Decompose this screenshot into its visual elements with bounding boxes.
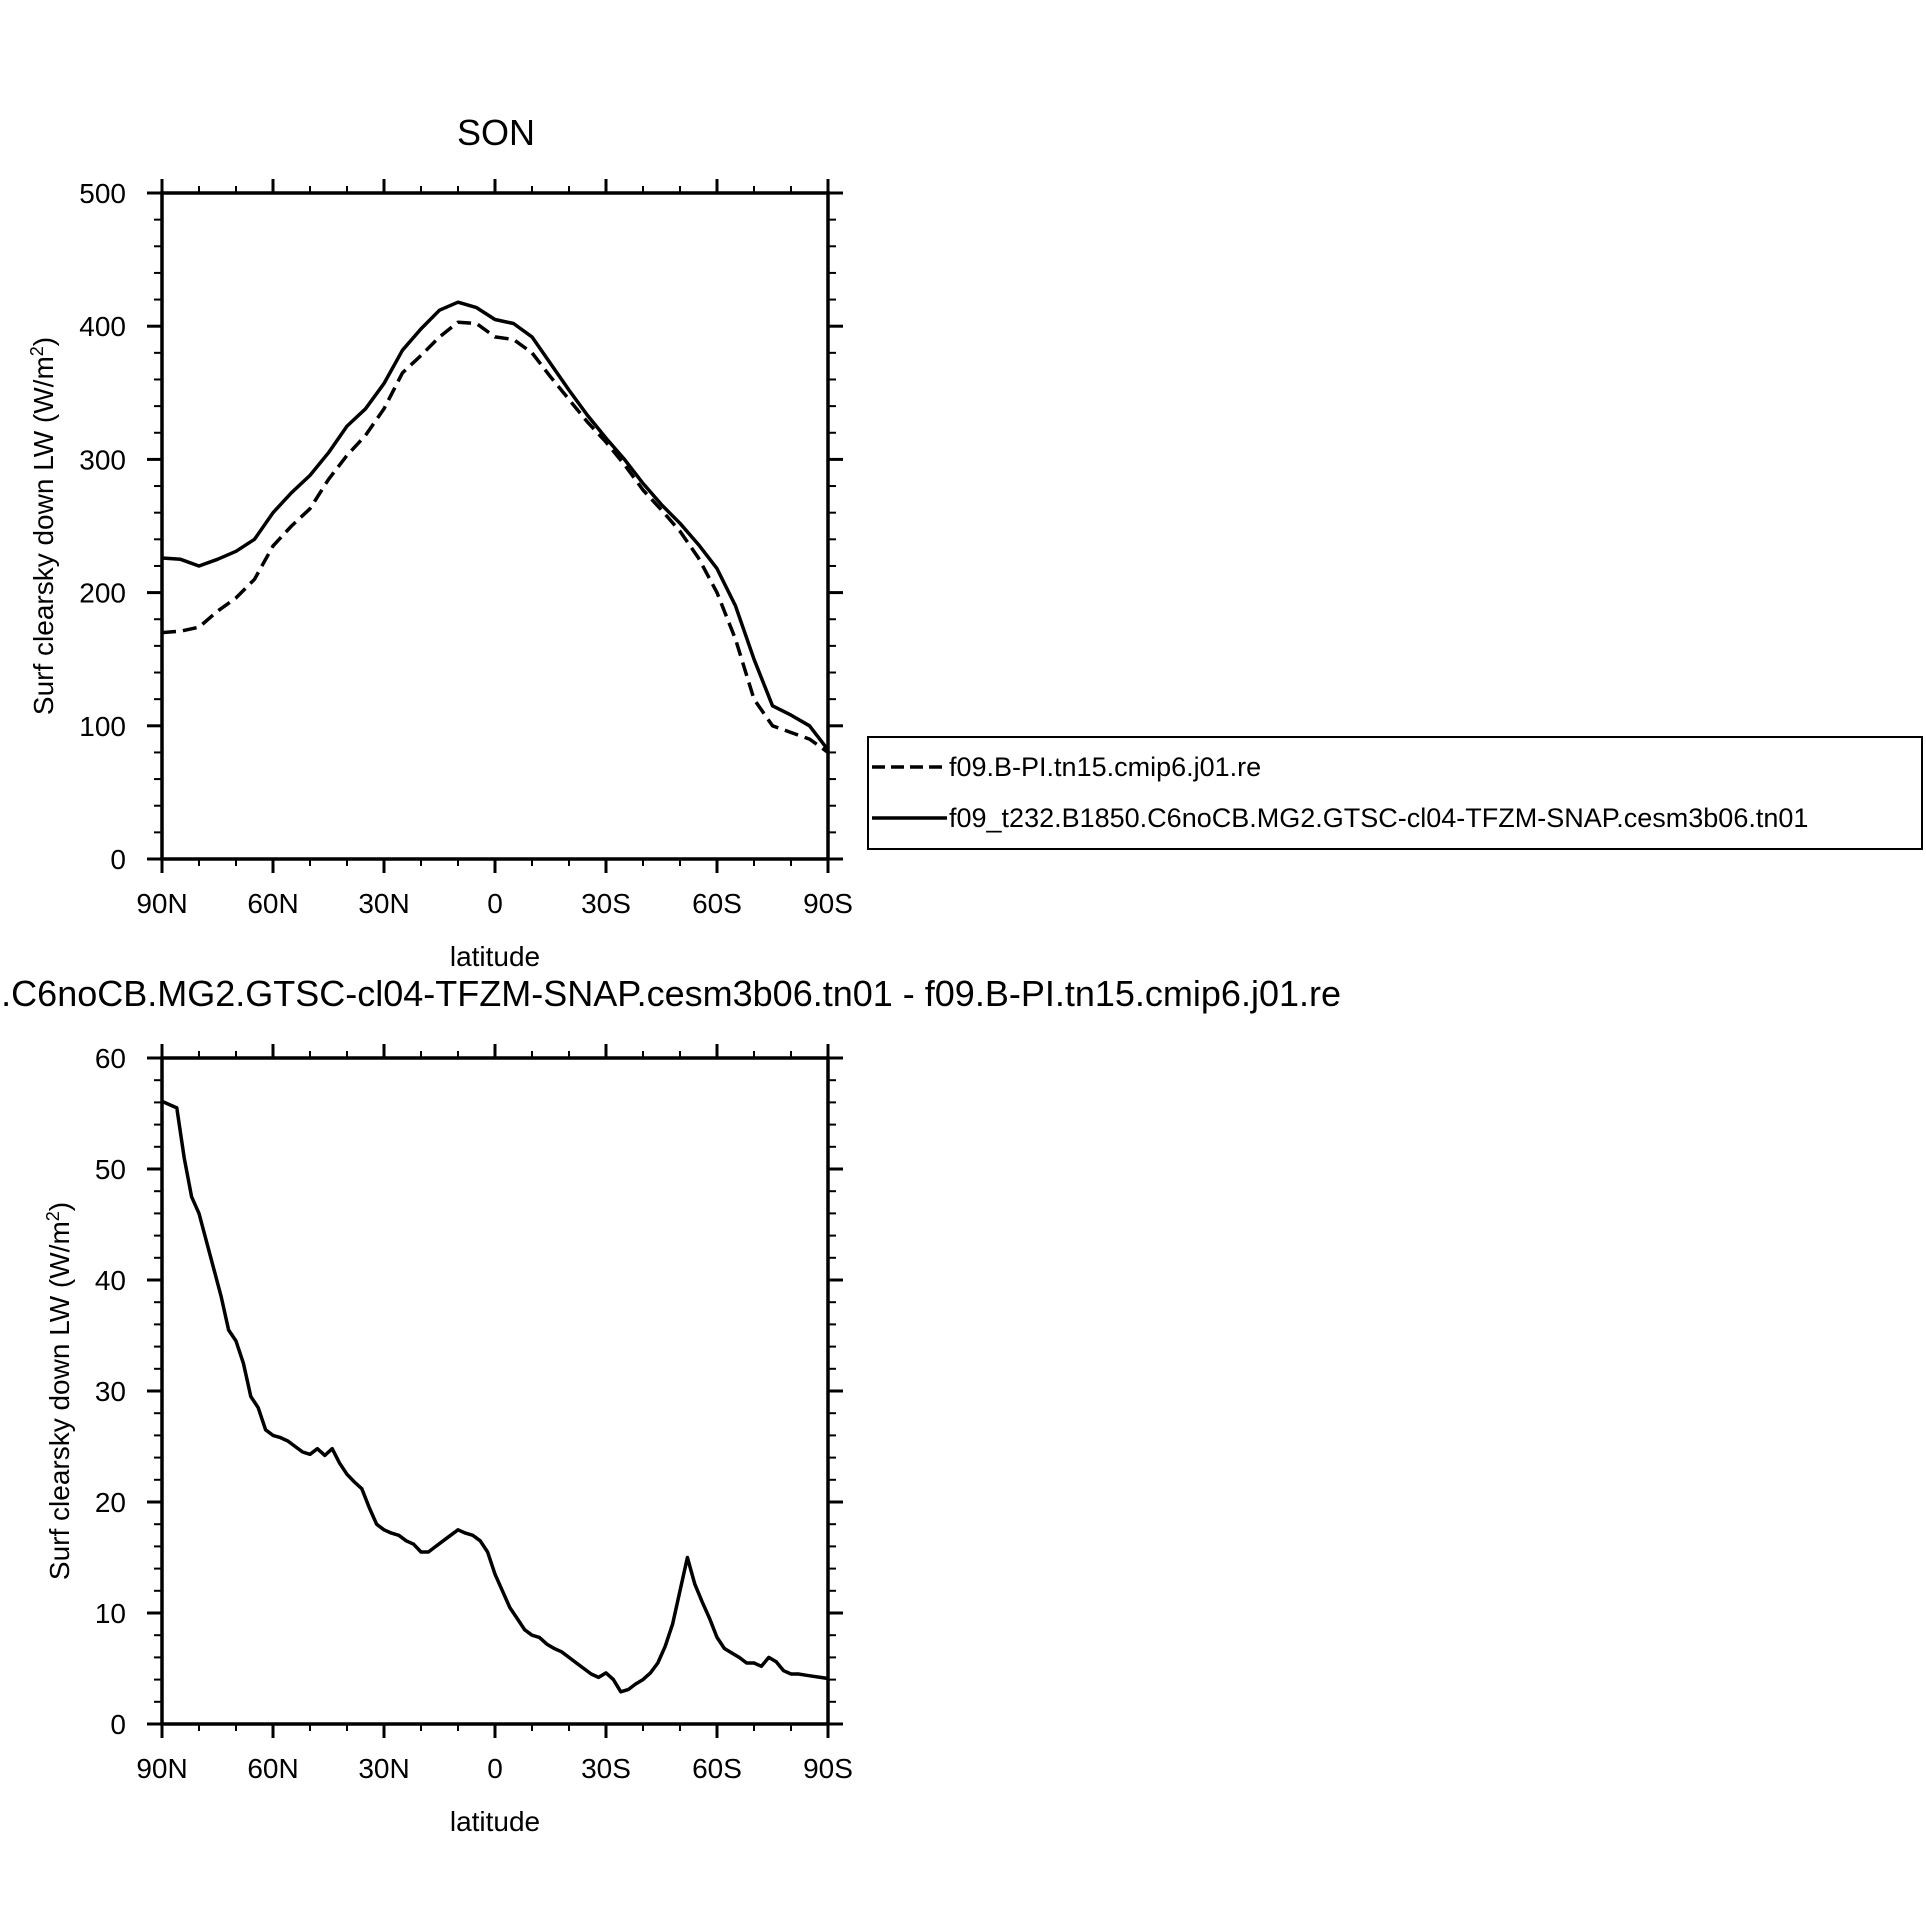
x-tick-label: 60N <box>247 888 298 919</box>
legend: f09.B-PI.tn15.cmip6.j01.re f09_t232.B185… <box>867 736 1923 850</box>
x-tick-label: 30N <box>358 888 409 919</box>
y-tick-label: 30 <box>95 1376 126 1407</box>
y-tick-label: 10 <box>95 1598 126 1629</box>
y-tick-label: 500 <box>79 178 126 209</box>
x-tick-label: 60N <box>247 1753 298 1784</box>
x-tick-label: 0 <box>487 888 503 919</box>
y-tick-label: 200 <box>79 578 126 609</box>
series-group <box>161 300 830 754</box>
x-tick-label: 60S <box>692 1753 742 1784</box>
y-tick-label: 40 <box>95 1265 126 1296</box>
panel-son: SON 90N 60N 30N 0 30S 60S 90S0100200300400500 … <box>27 112 853 972</box>
chart-title: SON <box>457 112 535 153</box>
chart-title: f09_t232.B1850.C6noCB.MG2.GTSC-cl04-TFZM… <box>0 973 1341 1014</box>
tick-label-group: 90N 60N 30N 0 30S 60S 90S 0 100 200 300 400 500 <box>79 178 853 919</box>
x-tick-label: 30S <box>581 1753 631 1784</box>
x-axis-label: latitude <box>450 941 540 972</box>
x-tick-label: 0 <box>487 1753 503 1784</box>
x-tick-label: 90S <box>803 1753 853 1784</box>
legend-label: f09_t232.B1850.C6noCB.MG2.GTSC-cl04-TFZM… <box>949 803 1808 833</box>
y-tick-label: 20 <box>95 1487 126 1518</box>
x-tick-label: 30N <box>358 1753 409 1784</box>
y-tick-label: 0 <box>110 844 126 875</box>
tick-group <box>147 1044 843 1738</box>
y-tick-label: 60 <box>95 1043 126 1074</box>
series-line-solid <box>161 1099 829 1694</box>
x-tick-label: 90N <box>136 888 187 919</box>
x-tick-label: 90S <box>803 888 853 919</box>
y-tick-label: 100 <box>79 711 126 742</box>
x-tick-label: 60S <box>692 888 742 919</box>
y-axis-label: Surf clearsky down LW (W/m2) <box>27 337 59 715</box>
panel-difference: f09_t232.B1850.C6noCB.MG2.GTSC-cl04-TFZM… <box>0 973 1341 1837</box>
x-axis-label: latitude <box>450 1806 540 1837</box>
y-axis-label: Surf clearsky down LW (W/m2) <box>43 1202 75 1580</box>
plot-frame <box>160 1056 830 1726</box>
y-tick-label: 300 <box>79 444 126 475</box>
y-tick-label: 400 <box>79 311 126 342</box>
tick-group <box>147 179 843 873</box>
y-tick-label: 50 <box>95 1154 126 1185</box>
plot-frame <box>160 191 830 861</box>
series-line-solid <box>161 300 830 751</box>
tick-label-group: 90N 60N 30N 0 30S 60S 90S 0 10 20 30 40 50 60 <box>95 1043 853 1784</box>
y-tick-label: 0 <box>110 1709 126 1740</box>
legend-box <box>867 736 1923 850</box>
series-group <box>161 1099 829 1694</box>
series-line-dashed <box>161 320 830 754</box>
legend-label: f09.B-PI.tn15.cmip6.j01.re <box>949 752 1261 782</box>
x-tick-label: 90N <box>136 1753 187 1784</box>
x-tick-label: 30S <box>581 888 631 919</box>
